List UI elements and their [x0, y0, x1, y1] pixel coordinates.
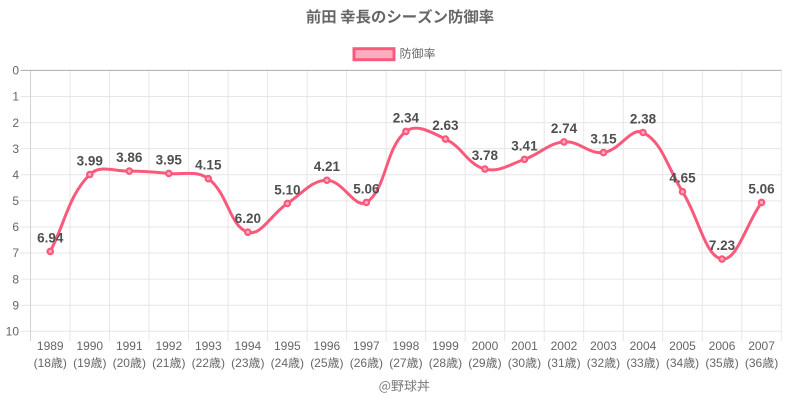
- svg-text:1989: 1989: [37, 339, 64, 353]
- svg-text:6: 6: [12, 220, 19, 234]
- svg-text:): ): [656, 356, 660, 370]
- svg-text:8: 8: [12, 272, 19, 286]
- svg-text:1996: 1996: [314, 339, 341, 353]
- svg-text:(27: (27: [389, 356, 407, 370]
- svg-text:2002: 2002: [551, 339, 578, 353]
- svg-text:(18: (18: [34, 356, 52, 370]
- svg-text:2000: 2000: [472, 339, 499, 353]
- svg-text:(35: (35: [705, 356, 723, 370]
- svg-text:2006: 2006: [709, 339, 736, 353]
- svg-text:3.99: 3.99: [77, 154, 103, 169]
- svg-text:): ): [300, 356, 304, 370]
- svg-text:0: 0: [12, 64, 19, 78]
- svg-text:3.15: 3.15: [590, 132, 617, 147]
- svg-text:3.86: 3.86: [116, 150, 143, 165]
- svg-text:1993: 1993: [195, 339, 222, 353]
- svg-text:1995: 1995: [274, 339, 301, 353]
- svg-text:7: 7: [12, 246, 19, 260]
- svg-text:): ): [261, 356, 265, 370]
- svg-text:5.10: 5.10: [274, 182, 300, 197]
- svg-text:): ): [577, 356, 581, 370]
- svg-text:(23: (23: [231, 356, 249, 370]
- svg-text:9: 9: [12, 298, 19, 312]
- svg-text:1: 1: [12, 90, 19, 104]
- svg-text:2004: 2004: [630, 339, 657, 353]
- svg-text:): ): [63, 356, 67, 370]
- svg-text:3.95: 3.95: [156, 152, 183, 167]
- svg-text:(33: (33: [626, 356, 644, 370]
- svg-text:1997: 1997: [353, 339, 380, 353]
- svg-text:2: 2: [12, 116, 19, 130]
- svg-text:2003: 2003: [590, 339, 617, 353]
- svg-text:): ): [340, 356, 344, 370]
- svg-text:4.21: 4.21: [314, 159, 341, 174]
- svg-text:2007: 2007: [748, 339, 775, 353]
- svg-text:1990: 1990: [76, 339, 103, 353]
- svg-text:(34: (34: [666, 356, 684, 370]
- svg-text:5.06: 5.06: [748, 181, 775, 196]
- svg-text:(28: (28: [429, 356, 447, 370]
- svg-text:3.78: 3.78: [472, 148, 499, 163]
- svg-text:6.94: 6.94: [37, 230, 64, 245]
- svg-text:(22: (22: [192, 356, 210, 370]
- svg-text:): ): [458, 356, 462, 370]
- svg-text:2005: 2005: [669, 339, 696, 353]
- svg-text:2.74: 2.74: [551, 121, 578, 136]
- svg-text:(26: (26: [350, 356, 368, 370]
- svg-text:): ): [379, 356, 383, 370]
- svg-text:4.15: 4.15: [195, 158, 222, 173]
- svg-text:1992: 1992: [155, 339, 182, 353]
- svg-text:): ): [774, 356, 778, 370]
- svg-text:(20: (20: [113, 356, 131, 370]
- svg-text:(36: (36: [745, 356, 763, 370]
- svg-text:2.34: 2.34: [393, 110, 420, 125]
- svg-text:): ): [419, 356, 423, 370]
- svg-text:4.65: 4.65: [669, 171, 696, 186]
- svg-text:1998: 1998: [393, 339, 420, 353]
- svg-text:): ): [735, 356, 739, 370]
- svg-text:2001: 2001: [511, 339, 538, 353]
- svg-text:1994: 1994: [234, 339, 261, 353]
- svg-text:(19: (19: [73, 356, 91, 370]
- svg-text:(32: (32: [587, 356, 605, 370]
- svg-text:6.20: 6.20: [235, 211, 261, 226]
- svg-text:4: 4: [12, 168, 19, 182]
- svg-text:3: 3: [12, 142, 19, 156]
- svg-text:): ): [616, 356, 620, 370]
- svg-text:): ): [142, 356, 146, 370]
- svg-text:5.06: 5.06: [353, 181, 380, 196]
- svg-text:3.41: 3.41: [511, 138, 538, 153]
- svg-text:): ): [537, 356, 541, 370]
- svg-text:): ): [221, 356, 225, 370]
- svg-text:1991: 1991: [116, 339, 143, 353]
- svg-text:7.23: 7.23: [709, 238, 736, 253]
- svg-text:2.38: 2.38: [630, 111, 657, 126]
- svg-text:(29: (29: [468, 356, 486, 370]
- svg-text:(30: (30: [508, 356, 526, 370]
- svg-text:2.63: 2.63: [432, 118, 459, 133]
- svg-text:(31: (31: [547, 356, 565, 370]
- svg-text:): ): [181, 356, 185, 370]
- svg-text:(21: (21: [152, 356, 170, 370]
- svg-text:): ): [498, 356, 502, 370]
- svg-text:(25: (25: [310, 356, 328, 370]
- svg-text:(24: (24: [271, 356, 289, 370]
- svg-text:): ): [695, 356, 699, 370]
- svg-text:5: 5: [12, 194, 19, 208]
- svg-text:): ): [102, 356, 106, 370]
- svg-text:1999: 1999: [432, 339, 459, 353]
- svg-text:10: 10: [6, 325, 20, 339]
